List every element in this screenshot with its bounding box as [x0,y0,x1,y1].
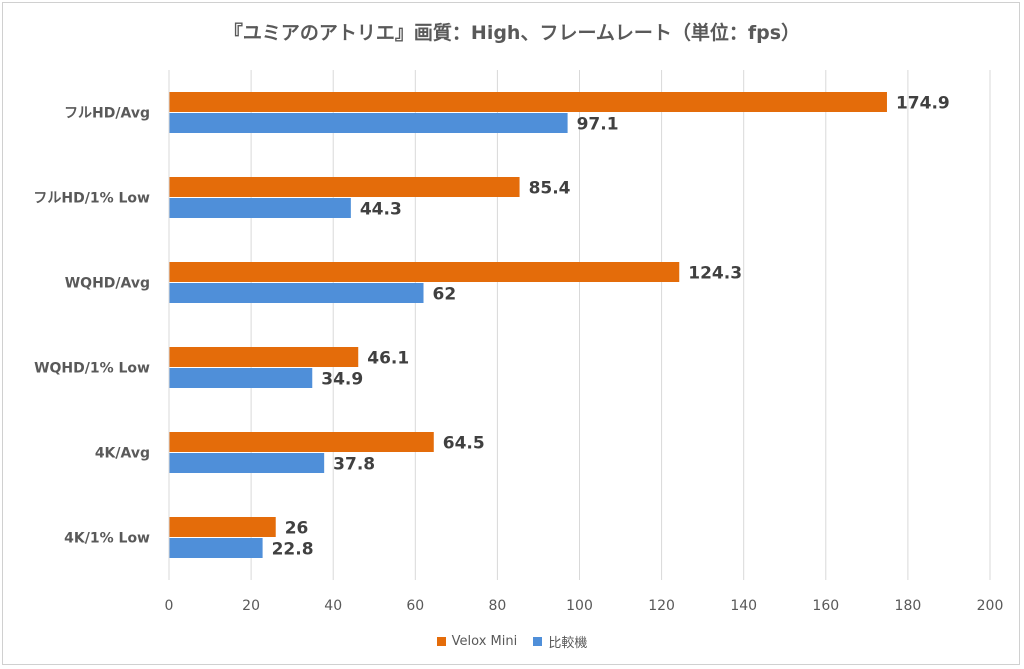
chart-title: 『ユミアのアトリエ』画質：High、フレームレート（単位：fps） [223,22,801,44]
bar-comparison [169,113,568,133]
data-label: 44.3 [360,200,402,220]
data-label: 124.3 [688,264,742,284]
bar-velox-mini [169,432,434,452]
bar-velox-mini [169,347,359,367]
x-tick-label: 40 [324,598,342,614]
category-label: 4K/Avg [95,446,150,462]
data-label: 26 [285,519,309,539]
category-label: フルHD/Avg [64,106,150,122]
data-label: 174.9 [896,94,950,114]
bar-velox-mini [169,517,276,537]
legend-label-velox-mini: Velox Mini [451,634,518,649]
data-label: 62 [433,285,457,305]
x-tick-label: 200 [977,598,1004,614]
data-label: 37.8 [333,455,375,475]
legend-label-comparison: 比較機 [548,636,588,651]
bar-velox-mini [169,92,887,112]
legend-item-comparison: 比較機 [533,632,587,651]
data-label: 46.1 [367,349,409,369]
x-tick-label: 80 [488,598,506,614]
bar-velox-mini [169,262,680,282]
bar-comparison [169,368,313,388]
x-tick-label: 180 [895,598,922,614]
legend-swatch-velox-mini [436,637,446,646]
bar-comparison [169,538,263,558]
x-tick-label: 160 [812,598,839,614]
bar-comparison [169,198,351,218]
data-label: 34.9 [321,370,363,390]
legend-swatch-comparison [533,637,543,646]
data-label: 22.8 [272,540,314,560]
x-tick-label: 0 [165,598,174,614]
legend-item-velox-mini: Velox Mini [436,634,518,649]
data-label: 97.1 [577,115,619,135]
x-tick-label: 20 [242,598,260,614]
category-label: フルHD/1% Low [33,191,150,207]
legend: Velox Mini 比較機 [0,632,1024,651]
category-label: WQHD/Avg [65,276,150,292]
x-tick-label: 120 [648,598,675,614]
category-label: 4K/1% Low [64,531,150,547]
data-label: 85.4 [529,179,571,199]
bar-comparison [169,283,424,303]
bar-velox-mini [169,177,520,197]
bar-comparison [169,453,325,473]
x-tick-label: 60 [406,598,424,614]
x-tick-label: 140 [730,598,757,614]
category-label: WQHD/1% Low [34,361,150,377]
x-tick-label: 100 [566,598,593,614]
data-label: 64.5 [443,434,485,454]
